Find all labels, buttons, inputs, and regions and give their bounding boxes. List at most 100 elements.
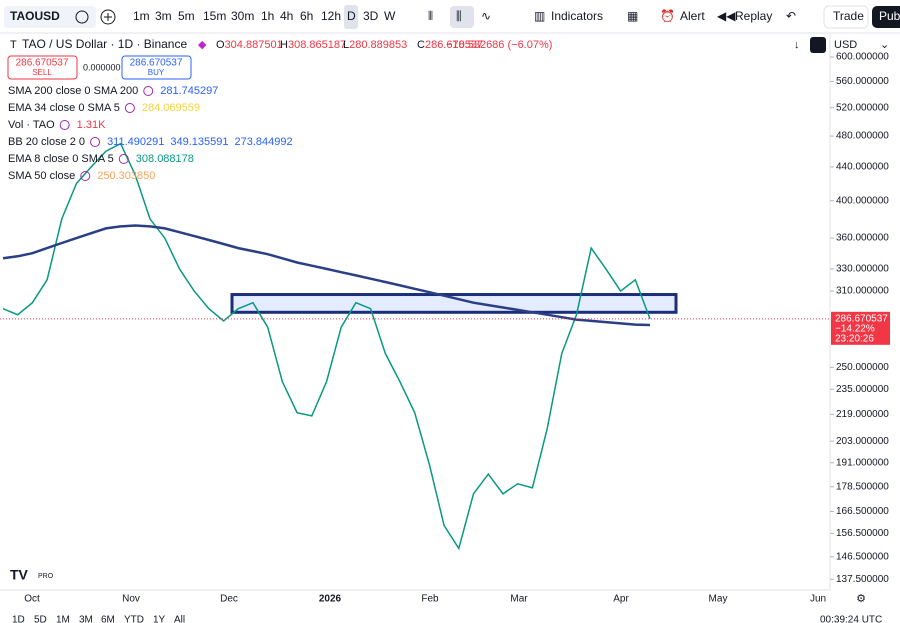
buy-label[interactable]: BUY <box>148 68 165 77</box>
candle-button[interactable] <box>450 6 474 28</box>
bar-icon[interactable]: ⫴ <box>428 9 433 23</box>
y-tick-label: 166.500000 <box>836 506 889 517</box>
undo-icon[interactable]: ↶ <box>786 9 796 23</box>
y-tick-label: 440.000000 <box>836 162 889 173</box>
interval-button[interactable]: 1h <box>261 9 274 23</box>
sell-button[interactable] <box>7 55 78 80</box>
interval-button[interactable]: 15m <box>203 9 226 23</box>
ohlc-item: O304.887501 <box>216 39 283 51</box>
ohlc-label: L <box>343 39 349 51</box>
x-tick-label: May <box>709 594 728 605</box>
range-button[interactable]: 5D <box>34 615 47 623</box>
ohlc-item: H308.865187 <box>280 39 346 51</box>
indicator-name: SMA 50 close <box>8 170 75 182</box>
legend-icon: ◆ <box>198 39 207 51</box>
range-button[interactable]: 1M <box>56 615 70 623</box>
interval-button[interactable]: 30m <box>231 9 254 23</box>
indicator-icon[interactable] <box>80 171 91 181</box>
y-tick-label: 146.500000 <box>836 551 889 562</box>
clock: 00:39:24 UTC <box>820 615 882 623</box>
indicator-icon[interactable] <box>59 120 70 130</box>
interval-button[interactable]: 6h <box>300 9 313 23</box>
layout-icon[interactable]: ▦ <box>627 9 638 23</box>
ohlc-label: O <box>216 39 225 51</box>
indicator-value: 349.135591 <box>170 136 228 148</box>
change: −18.532686 (−6.07%) <box>446 39 552 51</box>
currency-caret[interactable]: ⌄ <box>880 39 889 51</box>
indicators-icon[interactable]: ▥ <box>534 9 545 23</box>
publish-button[interactable]: Pub <box>879 9 900 23</box>
sell-price[interactable]: 286.670537 <box>16 58 69 69</box>
indicator-icon[interactable] <box>90 137 101 147</box>
x-tick-label: Apr <box>613 594 629 605</box>
y-tick-label: 600.000000 <box>836 52 889 63</box>
y-tick-label: 250.000000 <box>836 362 889 373</box>
replay-icon[interactable]: ◀◀ <box>717 9 736 23</box>
trade-button[interactable]: Trade <box>833 9 864 23</box>
symbol[interactable]: TAOUSD <box>10 9 60 23</box>
interval-button[interactable]: 3m <box>155 9 172 23</box>
logo-pro: PRO <box>38 573 54 580</box>
screenshot-button[interactable] <box>810 37 826 53</box>
line-icon[interactable]: ∿ <box>481 9 491 23</box>
interval-button[interactable]: 5m <box>178 9 195 23</box>
x-tick-label: Mar <box>510 594 528 605</box>
symbol-box[interactable] <box>4 6 96 28</box>
sell-label[interactable]: SELL <box>32 68 52 77</box>
interval-button[interactable]: D <box>347 9 356 23</box>
ohlc-value: 304.887501 <box>225 39 283 51</box>
indicator-value: 250.303850 <box>97 170 155 182</box>
x-tick-label: Dec <box>220 594 238 605</box>
interval-button[interactable]: 1m <box>133 9 150 23</box>
price-line <box>2 224 651 327</box>
indicator-name: Vol · TAO <box>8 119 55 131</box>
collapse-icon[interactable]: ↓ <box>794 39 800 51</box>
interval-button[interactable]: 3D <box>363 9 379 23</box>
interval-button[interactable]: W <box>384 9 396 23</box>
y-tick-label: 178.500000 <box>836 481 889 492</box>
x-tick-label: 2026 <box>319 594 342 605</box>
ohlc-item: C286.670537 <box>417 39 483 51</box>
y-tick-label: 219.000000 <box>836 409 889 420</box>
settings-icon[interactable]: ⚙ <box>856 593 866 605</box>
publish-box[interactable] <box>872 6 900 28</box>
indicator-icon[interactable] <box>143 86 154 96</box>
currency[interactable]: USD <box>834 39 857 51</box>
replay-button[interactable]: Replay <box>735 9 772 23</box>
buy-button[interactable] <box>121 55 192 80</box>
buy-price[interactable]: 286.670537 <box>130 58 183 69</box>
trade-box[interactable] <box>823 5 869 29</box>
y-tick-label: 156.500000 <box>836 528 889 539</box>
x-tick-label: Oct <box>24 594 40 605</box>
candle-icon[interactable]: ⫼ <box>456 9 462 23</box>
range-button[interactable]: 6M <box>101 615 115 623</box>
legend-dot: T <box>10 39 17 51</box>
x-tick-label: Jun <box>810 594 826 605</box>
ohlc-value: 280.889853 <box>349 39 407 51</box>
indicators-button[interactable]: Indicators <box>551 9 603 23</box>
alert-button[interactable]: Alert <box>680 9 705 23</box>
compare-button[interactable] <box>100 9 116 25</box>
interval-button[interactable]: 4h <box>280 9 293 23</box>
interval-button[interactable]: 12h <box>321 9 341 23</box>
indicator-name: BB 20 close 2 0 <box>8 136 85 148</box>
range-button[interactable]: 1Y <box>153 615 166 623</box>
y-tick-label: 235.000000 <box>836 384 889 395</box>
ohlc-value: 308.865187 <box>288 39 346 51</box>
ohlc-item: L280.889853 <box>343 39 407 51</box>
range-button[interactable]: 3M <box>79 615 93 623</box>
x-tick-label: Feb <box>421 594 439 605</box>
range-button[interactable]: YTD <box>124 615 144 623</box>
range-button[interactable]: All <box>174 615 185 623</box>
indicator-icon[interactable] <box>124 103 135 113</box>
indicator-icon[interactable] <box>118 154 129 164</box>
alert-icon[interactable]: ⏰ <box>660 8 675 23</box>
zone-box <box>230 293 678 314</box>
range-button[interactable]: 1D <box>12 615 25 623</box>
ohlc-value: 286.670537 <box>425 39 483 51</box>
y-tick-label: 360.000000 <box>836 233 889 244</box>
spread: 0.000000 <box>83 62 121 72</box>
y-tick-label: 520.000000 <box>836 102 889 113</box>
symbol-icon[interactable] <box>75 10 89 24</box>
